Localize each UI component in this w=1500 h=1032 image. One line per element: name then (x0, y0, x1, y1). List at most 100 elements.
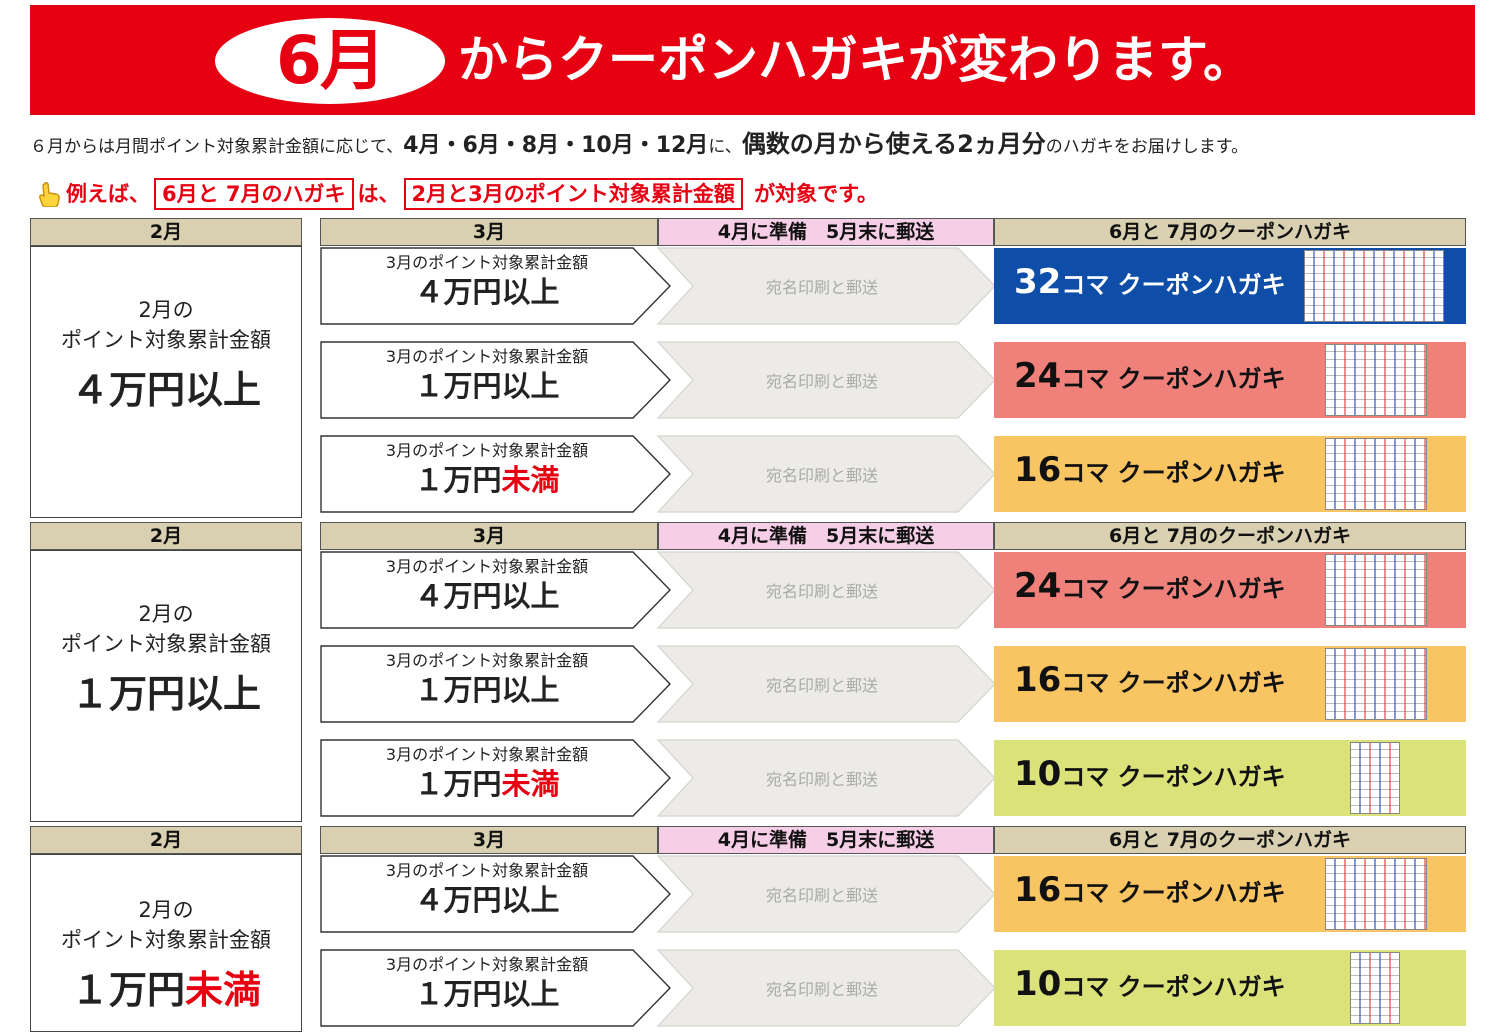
coupon-tier-label: 24コマ クーポンハガキ (1014, 566, 1314, 606)
header-feb: 2月 (30, 826, 302, 854)
row-arrow-graphic (320, 855, 996, 933)
march-amount-label: 3月のポイント対象累計金額 １万円以上 (322, 954, 652, 1012)
march-amount: ４万円以上 (322, 578, 652, 614)
march-label-text: 3月のポイント対象累計金額 (385, 861, 589, 880)
march-amount-label: 3月のポイント対象累計金額 ４万円以上 (322, 556, 652, 614)
intro-emphasis: 偶数の月から使える (741, 130, 958, 158)
coupon-suffix: コマ クーポンハガキ (1061, 459, 1286, 487)
coupon-count: 32 (1014, 262, 1062, 302)
feb-amount: ４万円以上 (31, 365, 301, 415)
feb-amount-suffix: 未満 (185, 968, 262, 1012)
feb-label-line-2: ポイント対象累計金額 (61, 928, 271, 952)
coupon-tier-label: 10コマ クーポンハガキ (1014, 754, 1314, 794)
feb-label-group: 2月の ポイント対象累計金額 ４万円以上 (31, 295, 301, 415)
intro-part-1: ６月からは月間ポイント対象累計金額に応じて、 (30, 137, 404, 157)
feb-amount: １万円以上 (31, 669, 301, 719)
row-arrow-graphic (320, 247, 996, 325)
coupon-suffix: コマ クーポンハガキ (1061, 973, 1286, 1001)
month-oval (215, 18, 445, 104)
coupon-count: 16 (1014, 450, 1062, 490)
process-text: 宛名印刷と郵送 (765, 278, 878, 297)
feb-label-line-2: ポイント対象累計金額 (61, 632, 271, 656)
coupon-count: 16 (1014, 870, 1062, 910)
header-process: 4月に準備 5月末に郵送 (658, 522, 994, 550)
process-text: 宛名印刷と郵送 (765, 886, 878, 905)
feb-amount-box: 2月のポイント対象累計金額 １万円未満 (30, 854, 302, 1032)
feb-label-group: 2月のポイント対象累計金額 １万円未満 (31, 895, 301, 1015)
feb-amount: １万円未満 (31, 965, 301, 1015)
coupon-postcard-thumbnail (1350, 952, 1400, 1024)
march-amount-arrow (320, 739, 671, 817)
coupon-postcard-thumbnail (1304, 250, 1444, 322)
coupon-tier-label: 10コマ クーポンハガキ (1014, 964, 1314, 1004)
header-feb: 2月 (30, 218, 302, 246)
march-label-text: 3月のポイント対象累計金額 (385, 347, 589, 366)
march-amount-value: ４万円 (414, 275, 502, 309)
march-amount: ４万円以上 (322, 274, 652, 310)
march-amount-arrow (320, 949, 671, 1027)
march-label-text: 3月のポイント対象累計金額 (385, 651, 589, 670)
header-feb: 2月 (30, 522, 302, 550)
march-amount-suffix: 未満 (501, 463, 560, 497)
march-amount-label: 3月のポイント対象累計金額 １万円以上 (322, 650, 652, 708)
march-amount: １万円未満 (322, 766, 652, 802)
march-label-text: 3月のポイント対象累計金額 (385, 557, 589, 576)
coupon-postcard-thumbnail (1325, 858, 1427, 930)
march-label-text: 3月のポイント対象累計金額 (385, 441, 589, 460)
feb-label-line-1: 2月の (138, 298, 194, 322)
march-amount-arrow (320, 551, 671, 629)
march-amount-value: １万円 (414, 767, 502, 801)
row-arrow-graphic (320, 341, 996, 419)
feb-amount-value: ４万円 (70, 368, 185, 412)
intro-months: 4月・6月・8月・10月・12月 (403, 133, 709, 158)
march-amount-label: 3月のポイント対象累計金額 １万円未満 (322, 744, 652, 802)
example-box-1: 6月と 7月のハガキ (154, 178, 354, 210)
coupon-suffix: コマ クーポンハガキ (1061, 879, 1286, 907)
march-amount-arrow (320, 435, 671, 513)
intro-text: ６月からは月間ポイント対象累計金額に応じて、4月・6月・8月・10月・12月に、… (30, 128, 1490, 163)
march-amount-suffix: 以上 (501, 883, 560, 917)
march-amount-label: 3月のポイント対象累計金額 １万円以上 (322, 346, 652, 404)
coupon-postcard-thumbnail (1325, 344, 1427, 416)
coupon-tier-label: 16コマ クーポンハガキ (1014, 450, 1314, 490)
march-label-text: 3月のポイント対象累計金額 (385, 955, 589, 974)
march-amount-suffix: 未満 (501, 767, 560, 801)
example-tail: が対象です。 (754, 182, 878, 206)
march-amount: ４万円以上 (322, 882, 652, 918)
feb-label-group: 2月のポイント対象累計金額 １万円以上 (31, 599, 301, 719)
feb-label-line-1: 2月の (138, 602, 194, 626)
process-chevron (656, 247, 996, 325)
coupon-tier-label: 16コマ クーポンハガキ (1014, 870, 1314, 910)
process-chevron (656, 435, 996, 513)
process-chevron (656, 949, 996, 1027)
coupon-tier-label: 24コマ クーポンハガキ (1014, 356, 1314, 396)
coupon-count: 24 (1014, 566, 1062, 606)
header-mar: 3月 (320, 826, 658, 854)
process-text: 宛名印刷と郵送 (765, 372, 878, 391)
march-amount-value: １万円 (414, 463, 502, 497)
coupon-count: 16 (1014, 660, 1062, 700)
march-amount-suffix: 以上 (501, 977, 560, 1011)
coupon-suffix: コマ クーポンハガキ (1061, 575, 1286, 603)
march-amount-label: 3月のポイント対象累計金額 ４万円以上 (322, 252, 652, 310)
march-amount: １万円以上 (322, 976, 652, 1012)
header-mar: 3月 (320, 218, 658, 246)
march-amount-value: １万円 (414, 673, 502, 707)
header-coupon: 6月と 7月のクーポンハガキ (994, 826, 1466, 854)
process-text: 宛名印刷と郵送 (765, 980, 878, 999)
header-coupon: 6月と 7月のクーポンハガキ (994, 218, 1466, 246)
example-lead: 例えば、 (66, 182, 150, 206)
coupon-count: 10 (1014, 964, 1062, 1004)
march-amount-arrow (320, 247, 671, 325)
coupon-tier-label: 16コマ クーポンハガキ (1014, 660, 1314, 700)
header-process: 4月に準備 5月末に郵送 (658, 826, 994, 854)
coupon-postcard-thumbnail (1350, 742, 1400, 814)
example-line: 例えば、 6月と 7月のハガキ は、 2月と3月のポイント対象累計金額 が対象です。 (66, 176, 878, 212)
march-amount-suffix: 以上 (501, 673, 560, 707)
feb-label-line-1: 2月の (138, 898, 194, 922)
row-arrow-graphic (320, 739, 996, 817)
banner-month: 6月 (276, 22, 386, 99)
process-text: 宛名印刷と郵送 (765, 770, 878, 789)
march-amount-label: 3月のポイント対象累計金額 １万円未満 (322, 440, 652, 498)
march-amount-value: １万円 (414, 369, 502, 403)
